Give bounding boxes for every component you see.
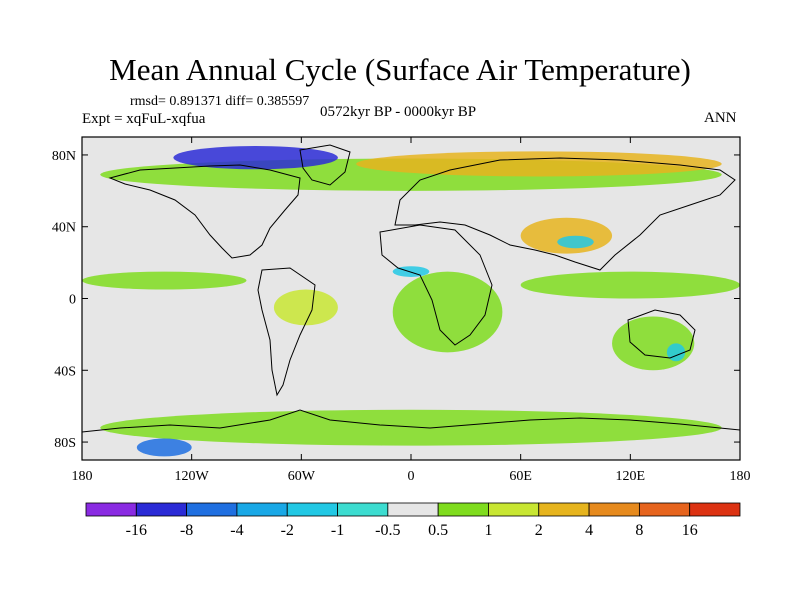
coastlines	[81, 144, 741, 433]
colorbar-swatch-5	[337, 502, 389, 517]
anomaly-regions	[82, 145, 740, 457]
anomaly-region-cold-10	[136, 438, 192, 457]
colorbar-swatch-4	[286, 502, 338, 517]
colorbar-label-1: -8	[180, 522, 193, 539]
lon-tick-label-1: 120W	[175, 469, 210, 484]
colorbar-swatch-7	[437, 502, 489, 517]
colorbar-label-11: 16	[682, 522, 698, 539]
latitude-axis: 80N 40N 0 40S 80S	[52, 149, 740, 451]
anomaly-region-warm-7	[82, 271, 247, 290]
lon-tick-label-3: 0	[408, 469, 415, 484]
chart-title: Mean Annual Cycle (Surface Air Temperatu…	[109, 52, 691, 87]
colorbar-label-4: -1	[331, 522, 344, 539]
colorbar-swatch-0	[85, 502, 137, 517]
colorbar-label-6: 0.5	[428, 522, 448, 539]
anomaly-region-cold-13	[666, 343, 686, 362]
colorbar-swatch-9	[538, 502, 590, 517]
colorbar-swatch-12	[689, 502, 741, 517]
colorbar-label-9: 4	[585, 522, 593, 539]
lon-tick-label-4: 60E	[509, 469, 532, 484]
colorbar-swatch-2	[186, 502, 238, 517]
colorbar-label-10: 8	[635, 522, 643, 539]
coast-antarctica	[81, 409, 741, 433]
experiment-label: Expt = xqFuL-xqfua	[82, 111, 206, 127]
anomaly-region-warm-4	[273, 289, 338, 326]
anomaly-region-warm-1	[100, 409, 722, 446]
period-label: 0572kyr BP - 0000kyr BP	[320, 104, 477, 120]
anomaly-region-warm-8	[520, 271, 740, 299]
colorbar-label-0: -16	[126, 522, 147, 539]
coast-africa	[379, 224, 493, 346]
colorbar-label-7: 1	[484, 522, 492, 539]
colorbar-label-3: -2	[281, 522, 294, 539]
colorbar-swatch-3	[236, 502, 288, 517]
coast-eurasia	[394, 157, 736, 271]
season-label: ANN	[704, 110, 737, 126]
anomaly-region-warm-2	[356, 151, 722, 177]
anomaly-region-warm-5	[392, 271, 503, 353]
anomaly-region-cold-9	[173, 145, 338, 170]
coast-greenland	[299, 144, 351, 186]
lon-tick-label-6: 180	[730, 469, 751, 484]
colorbar: -16 -8 -4 -2 -1 -0.5 0.5 1 2 4 8 16	[85, 502, 741, 539]
coast-south-america	[257, 267, 316, 397]
coast-australia	[627, 309, 696, 359]
lon-tick-label-0: 180	[72, 469, 93, 484]
lon-tick-label-2: 60W	[288, 469, 316, 484]
anomaly-region-warm-3	[520, 217, 613, 254]
lon-tick-label-5: 120E	[616, 469, 646, 484]
anomaly-region-cold-11	[557, 235, 594, 249]
lat-tick-label-4: 80S	[54, 436, 76, 451]
coast-north-america	[108, 164, 301, 259]
lat-tick-label-0: 80N	[52, 149, 76, 164]
colorbar-swatch-8	[488, 502, 540, 517]
anomaly-region-warm-6	[612, 316, 695, 371]
longitude-axis: 180 120W 60W 0 60E 120E 180	[72, 137, 751, 484]
colorbar-swatch-11	[638, 502, 691, 517]
colorbar-swatch-10	[588, 502, 640, 517]
colorbar-label-2: -4	[230, 522, 243, 539]
colorbar-swatch-6	[387, 502, 439, 517]
lat-tick-label-3: 40S	[54, 364, 76, 379]
lat-tick-label-2: 0	[69, 293, 76, 308]
colorbar-label-8: 2	[535, 522, 543, 539]
colorbar-label-5: -0.5	[375, 522, 400, 539]
colorbar-swatch-1	[135, 502, 188, 517]
lat-tick-label-1: 40N	[52, 221, 76, 236]
stats-label: rmsd= 0.891371 diff= 0.385597	[130, 94, 310, 109]
